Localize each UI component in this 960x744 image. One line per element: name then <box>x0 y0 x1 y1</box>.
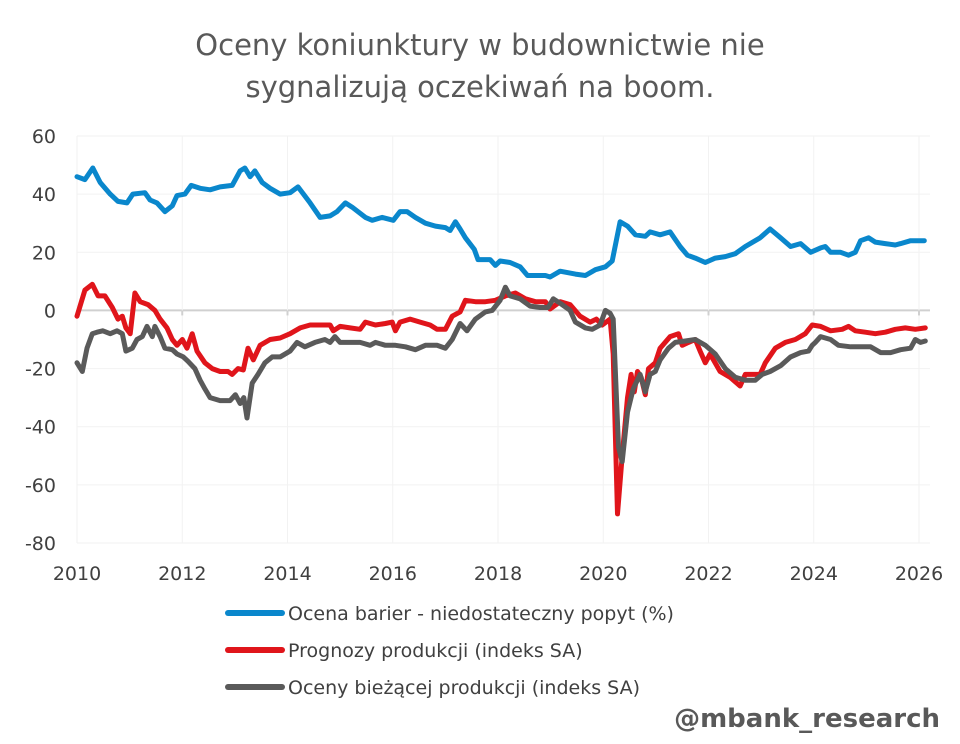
x-tick-label: 2012 <box>158 563 206 585</box>
y-axis: 60 40 20 0 -20 -40 -60 -80 <box>25 126 56 555</box>
x-tick-label: 2026 <box>895 563 943 585</box>
watermark: @mbank_research <box>674 704 940 734</box>
x-tick-label: 2020 <box>579 563 627 585</box>
y-tick-label: 40 <box>32 184 56 206</box>
y-tick-label: 0 <box>44 300 56 322</box>
gridlines <box>76 135 930 544</box>
x-axis: 2010 2012 2014 2016 2018 2020 2022 2024 2026 <box>53 563 943 585</box>
series-line-0 <box>74 165 927 280</box>
series-line-1 <box>74 281 928 517</box>
y-tick-label: 60 <box>32 126 56 148</box>
legend-label-0: Ocena barier - niedostateczny popyt (%) <box>288 603 674 625</box>
legend-label-2: Oceny bieżącej produkcji (indeks SA) <box>288 677 640 699</box>
x-tick-label: 2014 <box>263 563 311 585</box>
x-tick-label: 2018 <box>474 563 522 585</box>
x-tick-label: 2024 <box>790 563 838 585</box>
chart-title-line-1: Oceny koniunktury w budownictwie nie <box>195 28 764 62</box>
chart-title-line-2: sygnalizują oczekiwań na boom. <box>245 70 714 104</box>
x-tick-label: 2022 <box>684 563 732 585</box>
series-lines <box>74 165 928 517</box>
y-tick-label: -60 <box>25 475 56 497</box>
y-tick-label: -20 <box>25 359 56 381</box>
x-tick-label: 2016 <box>369 563 417 585</box>
x-tick-label: 2010 <box>53 563 101 585</box>
series-line-2 <box>74 284 928 465</box>
legend: Ocena barier - niedostateczny popyt (%) P… <box>225 603 674 699</box>
legend-label-1: Prognozy produkcji (indeks SA) <box>288 640 583 662</box>
y-tick-label: -40 <box>25 417 56 439</box>
y-tick-label: 20 <box>32 242 56 264</box>
y-tick-label: -80 <box>25 533 56 555</box>
